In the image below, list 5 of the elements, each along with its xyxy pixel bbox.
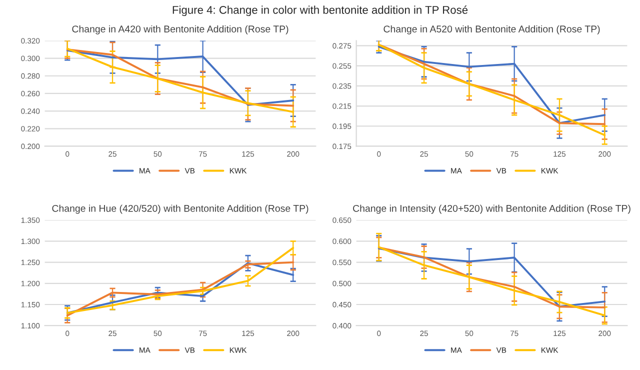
chart-title: Change in A420 with Bentonite Addition (Rose TP) [72, 25, 288, 34]
caption: Figure 4: Change in color with bentonite addition in TP Rosé [172, 6, 468, 16]
chart-title: Change in Hue (420/520) with Bentonite Addition (Rose TP) [52, 204, 308, 214]
chart-title: Change in Intensity (420+520) with Bentonite Addition (Rose TP) [353, 204, 630, 214]
chart-title: Change in A520 with Bentonite Addition (Rose TP) [384, 25, 600, 34]
